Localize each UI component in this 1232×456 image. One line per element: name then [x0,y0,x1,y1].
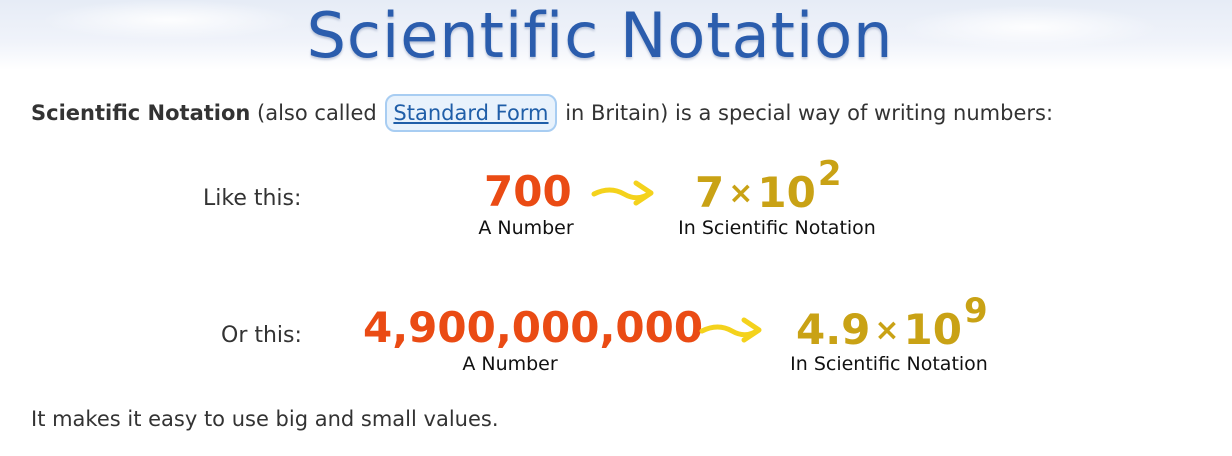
exponent: 2 [817,154,842,194]
number-caption: A Number [462,353,558,375]
standard-form-link[interactable]: Standard Form [385,94,557,132]
outro-paragraph: It makes it easy to use big and small va… [31,407,499,431]
header-banner: Scientific Notation [0,0,1232,72]
base: 10 [757,168,816,217]
scientific-caption: In Scientific Notation [790,353,988,375]
times-sign: × [874,313,900,348]
right-arrow-icon [591,180,654,206]
intro-paragraph: Scientific Notation (also called Standar… [31,93,1053,133]
intro-text-before-link: (also called [250,101,384,125]
coefficient: 4.9 [796,305,871,354]
scientific-caption: In Scientific Notation [678,217,876,239]
intro-text-after-link: in Britain) is a special way of writing … [558,101,1054,125]
right-arrow-icon [699,317,762,343]
coefficient: 7 [695,168,725,217]
exponent: 9 [964,291,988,331]
example-label: Like this: [203,186,302,211]
number-caption: A Number [478,217,574,239]
number-value: 700 [484,167,572,216]
base: 10 [903,305,962,354]
times-sign: × [728,176,754,211]
example-label: Or this: [221,323,302,348]
scientific-value: 7 ×102 [695,154,842,221]
intro-bold-term: Scientific Notation [31,101,251,125]
page-title: Scientific Notation [306,0,894,72]
number-value: 4,900,000,000 [363,303,704,352]
scientific-value: 4.9 ×109 [796,291,988,358]
